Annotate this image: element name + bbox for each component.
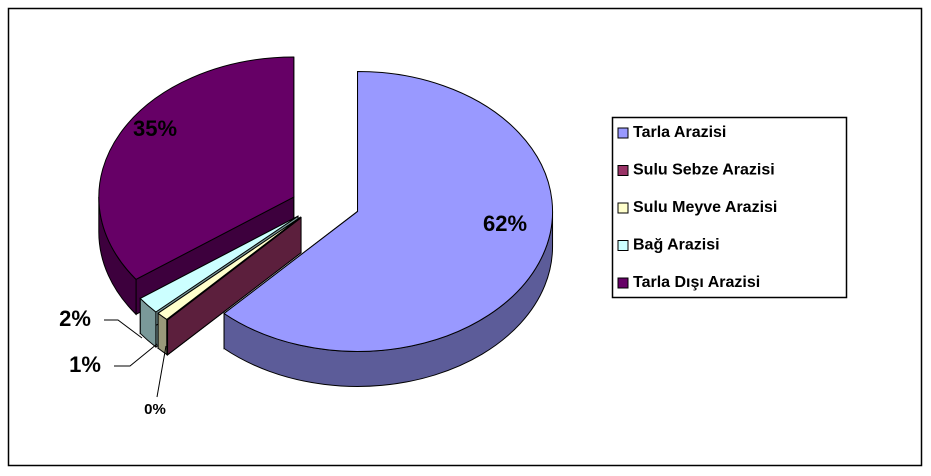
legend-swatch [617, 202, 629, 214]
pie: 62% 0% 1% 2% 35% [59, 56, 554, 418]
slice [139, 215, 299, 313]
data-label: 1% [69, 352, 101, 377]
legend-swatch [617, 277, 629, 289]
leader-line [114, 343, 158, 367]
legend: Tarla Arazisi Sulu Sebze Arazisi Sulu Meyv… [617, 124, 777, 291]
data-label: 2% [59, 306, 91, 331]
legend-swatch [617, 240, 629, 251]
leader-line [104, 319, 143, 339]
legend-label: Tarla Arazisi [633, 124, 726, 141]
legend-box [611, 116, 848, 299]
data-label: 0% [144, 401, 166, 418]
legend-swatch [617, 165, 629, 176]
data-label: 62% [483, 211, 527, 236]
slice [223, 70, 553, 352]
legend-label: Bağ Arazisi [633, 237, 720, 254]
leader-line [156, 345, 167, 398]
slice [98, 56, 295, 280]
legend-label: Sulu Meyve Arazisi [633, 199, 777, 216]
legend-label: Tarla Dışı Arazisi [633, 274, 760, 291]
legend-swatch [617, 127, 629, 139]
legend-label: Sulu Sebze Arazisi [633, 162, 775, 179]
slice [157, 216, 301, 321]
data-label: 35% [133, 116, 177, 141]
